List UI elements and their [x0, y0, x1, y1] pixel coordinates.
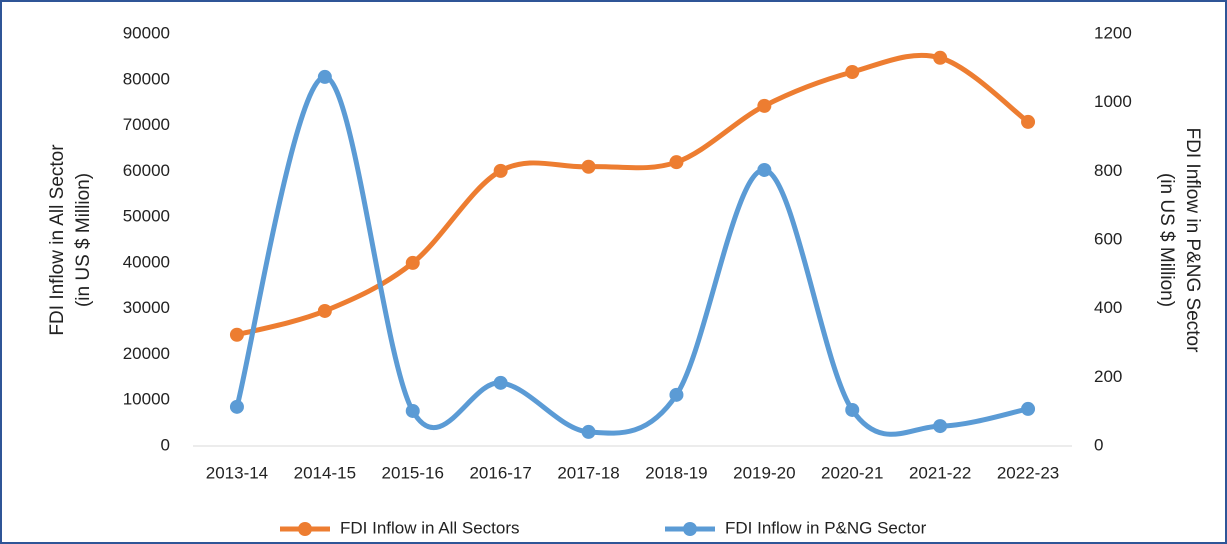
y-tick-label: 50000 — [123, 207, 170, 226]
data-point — [493, 375, 508, 390]
y2-tick-label: 600 — [1094, 229, 1122, 248]
y-axis-title: FDI Inflow in All Sector (in US $ Millio… — [47, 144, 94, 336]
data-point — [229, 399, 244, 414]
y-axis-title-line: FDI Inflow in All Sector — [47, 144, 68, 336]
y2-tick-label: 1000 — [1094, 92, 1132, 111]
data-point — [405, 255, 420, 270]
data-point — [933, 50, 948, 65]
data-point — [317, 69, 332, 84]
y-axis-title-line: (in US $ Million) — [73, 173, 94, 307]
legend-marker — [298, 522, 312, 536]
y-tick-label: 20000 — [123, 344, 170, 363]
x-tick-label: 2014-15 — [294, 463, 356, 482]
data-point — [405, 403, 420, 418]
data-point — [493, 163, 508, 178]
data-point — [669, 155, 684, 170]
data-point — [757, 98, 772, 113]
x-tick-label: 2013-14 — [206, 463, 268, 482]
y-tick-label: 70000 — [123, 115, 170, 134]
x-tick-label: 2018-19 — [645, 463, 707, 482]
x-tick-label: 2021-22 — [909, 463, 971, 482]
data-point — [845, 64, 860, 79]
y2-tick-label: 800 — [1094, 161, 1122, 180]
y2-tick-label: 0 — [1094, 435, 1103, 454]
y2-tick-label: 1200 — [1094, 23, 1132, 42]
y2-tick-label: 400 — [1094, 298, 1122, 317]
data-point — [317, 303, 332, 318]
data-point — [845, 402, 860, 417]
x-tick-label: 2020-21 — [821, 463, 883, 482]
x-tick-label: 2022-23 — [997, 463, 1059, 482]
data-point — [1021, 114, 1036, 129]
y2-axis-title-line: FDI Inflow in P&NG Sector — [1182, 128, 1203, 354]
y2-tick-label: 200 — [1094, 367, 1122, 386]
legend-label: FDI Inflow in All Sectors — [340, 518, 520, 537]
y2-axis-title-line: (in US $ Million) — [1156, 173, 1177, 307]
y-tick-label: 40000 — [123, 252, 170, 271]
series-line — [234, 52, 1031, 338]
y-tick-label: 60000 — [123, 161, 170, 180]
x-tick-label: 2017-18 — [557, 463, 619, 482]
y-tick-label: 30000 — [123, 298, 170, 317]
y-tick-label: 0 — [161, 435, 170, 454]
y-tick-label: 10000 — [123, 390, 170, 409]
y-tick-label: 90000 — [123, 23, 170, 42]
x-tick-label: 2019-20 — [733, 463, 795, 482]
data-point — [757, 162, 772, 177]
y-tick-label: 80000 — [123, 69, 170, 88]
data-point — [229, 327, 244, 342]
data-point — [581, 159, 596, 174]
x-tick-label: 2016-17 — [469, 463, 531, 482]
data-point — [1021, 401, 1036, 416]
data-point — [581, 424, 596, 439]
data-point — [933, 419, 948, 434]
x-tick-label: 2015-16 — [382, 463, 444, 482]
legend-label: FDI Inflow in P&NG Sector — [725, 518, 927, 537]
y2-axis-title: FDI Inflow in P&NG Sector (in US $ Milli… — [1156, 128, 1203, 354]
legend-marker — [683, 522, 697, 536]
data-point — [669, 387, 684, 402]
